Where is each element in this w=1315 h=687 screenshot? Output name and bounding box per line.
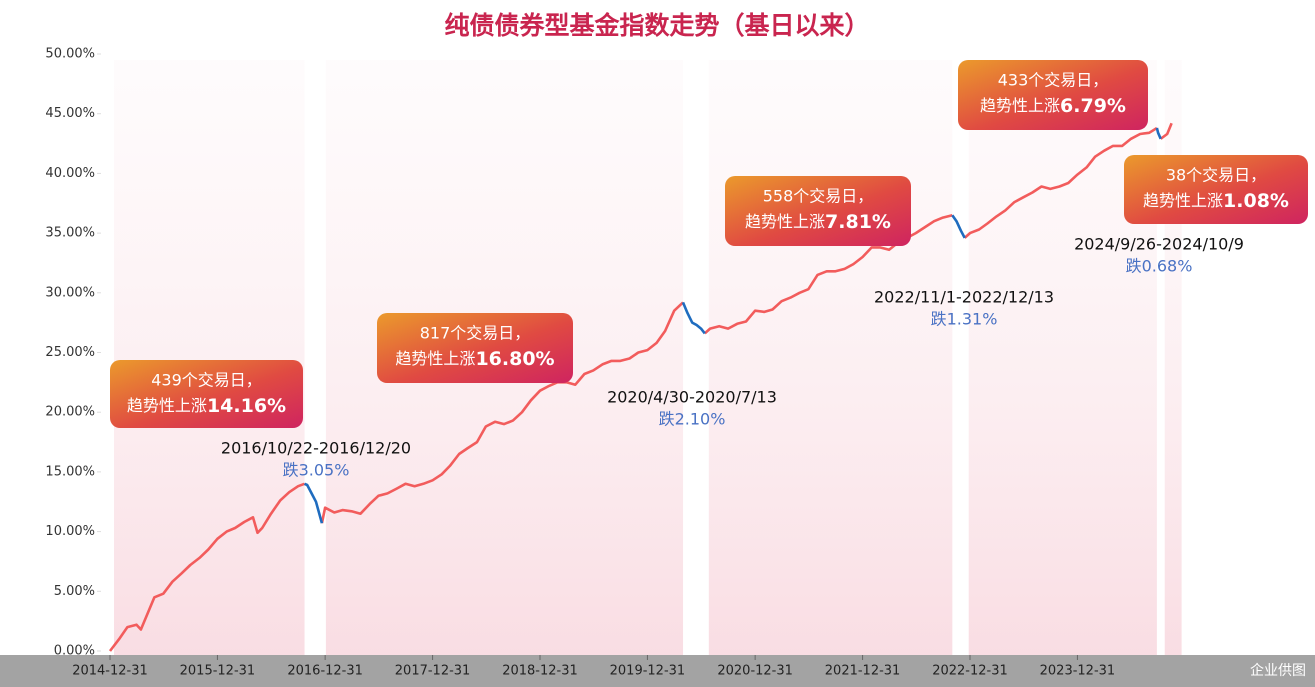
x-tick-label: 2022-12-31 [932,664,1008,679]
y-tick-label: 20.00% [45,405,95,420]
drawdown-change: 跌3.05% [283,461,350,480]
y-tick-label: 5.00% [54,584,95,599]
line-series [108,122,1173,652]
y-tick-label: 15.00% [45,464,95,479]
drawdown-change: 跌2.10% [659,410,726,429]
callout-text: 439个交易日， [151,371,262,390]
y-tick-label: 10.00% [45,524,95,539]
callout-text: 趋势性上涨7.81% [745,211,891,233]
x-tick-label: 2018-12-31 [502,664,578,679]
line-series [303,127,1162,524]
drawdown-period: 2020/4/30-2020/7/13 [607,388,777,407]
drawdown-period: 2016/10/22-2016/12/20 [221,439,411,458]
callout-value: 7.81% [825,211,891,233]
callout-text: 趋势性上涨14.16% [127,395,286,417]
watermark: 企业供图 [1250,662,1306,679]
callout-label: 趋势性上涨 [395,349,475,368]
callout-value: 1.08% [1223,190,1289,212]
x-tick-label: 2021-12-31 [825,664,901,679]
y-tick-label: 30.00% [45,285,95,300]
up-band [968,60,1157,655]
callout-label: 趋势性上涨 [1143,191,1223,210]
x-tick-label: 2015-12-31 [180,664,256,679]
up-band [1164,60,1182,655]
x-tick-label: 2023-12-31 [1040,664,1116,679]
x-tick-label: 2019-12-31 [610,664,686,679]
callout-box [725,176,911,246]
drawdown-period: 2022/11/1-2022/12/13 [874,288,1054,307]
callout-box [1124,155,1308,224]
drawdown-change: 跌1.31% [931,310,998,329]
callout-box [958,60,1148,130]
chart-title: 纯债债券型基金指数走势（基日以来） [444,11,869,40]
y-tick-label: 35.00% [45,226,95,241]
callout-value: 14.16% [207,395,286,417]
axis-bar [0,655,1315,687]
callout-value: 6.79% [1060,95,1126,117]
callout-label: 趋势性上涨 [980,96,1060,115]
callout-value: 16.80% [475,348,554,370]
callout-text: 趋势性上涨1.08% [1143,190,1289,212]
callout-text: 433个交易日， [998,71,1109,90]
callout-box [377,313,573,383]
callout-text: 趋势性上涨16.80% [395,348,554,370]
x-tick-label: 2016-12-31 [287,664,363,679]
up-band [114,60,305,655]
x-tick-label: 2020-12-31 [717,664,793,679]
y-tick-label: 0.00% [54,644,95,659]
drawdown-change: 跌0.68% [1126,257,1193,276]
y-tick-label: 50.00% [45,47,95,62]
callout-label: 趋势性上涨 [127,396,207,415]
y-tick-label: 45.00% [45,106,95,121]
x-tick-label: 2017-12-31 [395,664,471,679]
callout-box [110,360,303,428]
callout-text: 38个交易日， [1166,166,1266,185]
y-tick-label: 25.00% [45,345,95,360]
callout-text: 趋势性上涨6.79% [980,95,1126,117]
up-band [708,60,953,655]
x-tick-label: 2014-12-31 [72,664,148,679]
drawdown-period: 2024/9/26-2024/10/9 [1074,235,1244,254]
callout-text: 817个交易日， [420,324,531,343]
callout-label: 趋势性上涨 [745,212,825,231]
callout-text: 558个交易日， [763,187,874,206]
y-tick-label: 40.00% [45,166,95,181]
